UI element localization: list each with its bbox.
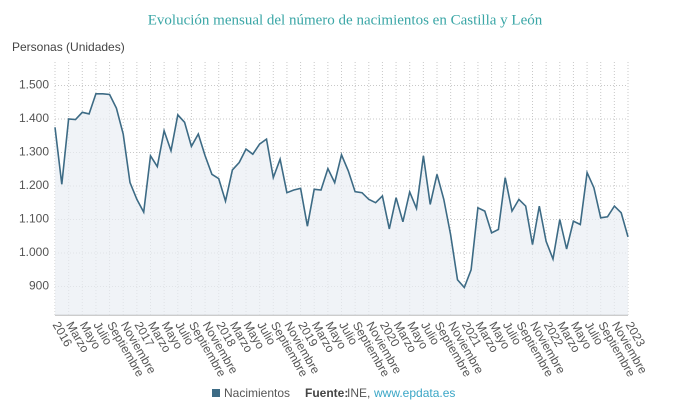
legend-swatch xyxy=(212,389,220,397)
source: INE, xyxy=(347,386,370,400)
y-tick-label: 1.100 xyxy=(19,212,49,226)
y-tick-label: 1.500 xyxy=(19,78,49,92)
legend-label: Nacimientos xyxy=(224,386,290,400)
source-label: Fuente: xyxy=(305,386,348,400)
chart-title: Evolución mensual del número de nacimien… xyxy=(148,12,543,28)
source-link[interactable]: www.epdata.es xyxy=(373,386,455,400)
y-tick-label: 1.300 xyxy=(19,145,49,159)
y-axis-label: Personas (Unidades) xyxy=(12,40,125,54)
area xyxy=(55,93,628,315)
y-tick-label: 1.000 xyxy=(19,245,49,259)
y-tick-label: 900 xyxy=(29,279,49,293)
y-tick-label: 1.200 xyxy=(19,178,49,192)
y-tick-label: 1.400 xyxy=(19,111,49,125)
line xyxy=(54,93,629,290)
